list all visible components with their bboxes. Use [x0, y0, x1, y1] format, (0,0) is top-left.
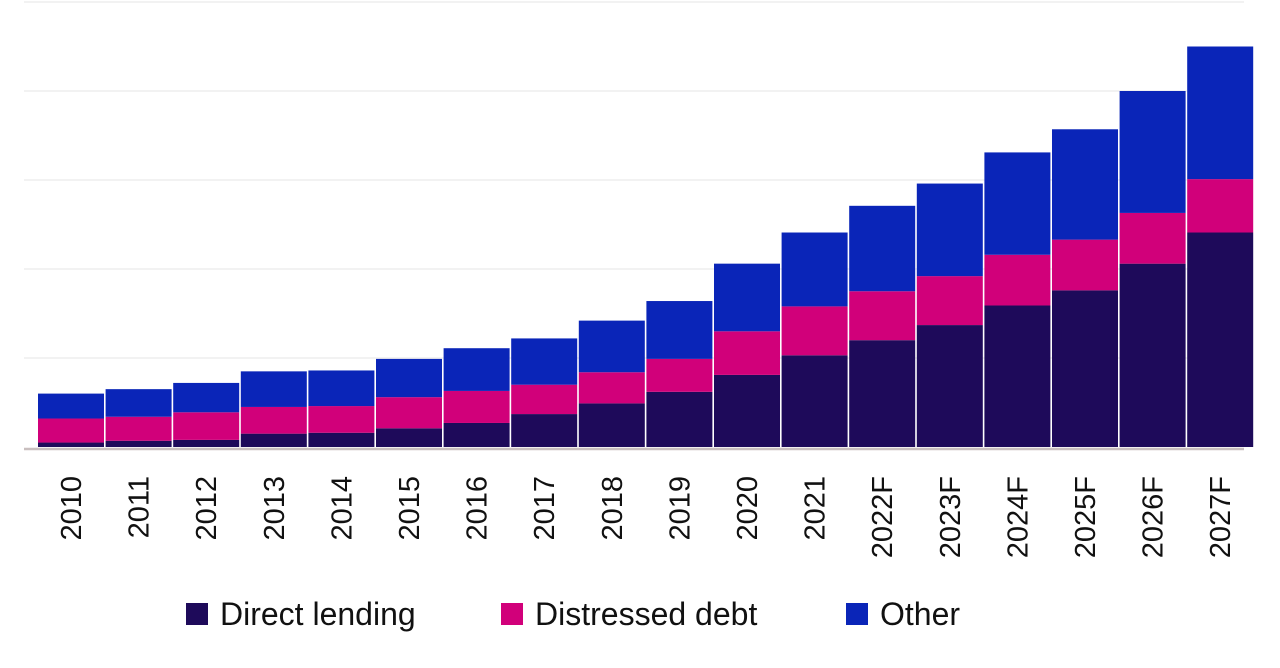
bar-2025F-other — [1052, 129, 1118, 240]
bar-2022F-other — [849, 205, 916, 292]
bar-2012-other — [173, 382, 240, 413]
bar-2018-direct-lending — [578, 403, 645, 447]
bar-2021-direct-lending — [781, 355, 848, 447]
bar-2011-other — [105, 389, 172, 417]
x-tick-label-2026F: 2026F — [1138, 476, 1170, 558]
x-tick-label-2010: 2010 — [56, 476, 88, 541]
x-tick-label-2023F: 2023F — [935, 476, 967, 558]
bar-2026F-other — [1119, 91, 1186, 213]
bar-2018-other — [578, 320, 645, 373]
bar-2027F-direct-lending — [1187, 232, 1254, 447]
bar-2020-other — [714, 263, 780, 332]
x-tick-label-2021: 2021 — [800, 476, 832, 541]
x-tick-label-2016: 2016 — [462, 476, 494, 541]
bar-2011-direct-lending — [105, 440, 172, 447]
bar-2021-other — [781, 232, 848, 307]
x-tick-label-2020: 2020 — [732, 476, 764, 541]
bar-2014-distressed-debt — [308, 406, 375, 433]
legend-label-direct-lending: Direct lending — [220, 595, 416, 632]
bar-2017-direct-lending — [511, 414, 578, 447]
bar-2019-direct-lending — [646, 391, 713, 447]
legend-swatch-direct-lending — [186, 603, 208, 625]
bar-2027F-other — [1187, 46, 1254, 180]
bar-2026F-distressed-debt — [1119, 212, 1186, 264]
bar-2020-direct-lending — [714, 374, 780, 447]
bar-2019-distressed-debt — [646, 358, 713, 392]
chart-legend: Direct lending Distressed debt Other — [0, 592, 1280, 636]
bar-2025F-direct-lending — [1052, 290, 1118, 447]
bar-2012-distressed-debt — [173, 412, 240, 440]
legend-swatch-distressed-debt — [501, 603, 523, 625]
x-tick-label-2019: 2019 — [664, 476, 696, 541]
bar-2010-other — [38, 393, 104, 419]
bar-2022F-direct-lending — [849, 340, 916, 447]
bar-2012-direct-lending — [173, 439, 240, 447]
x-tick-label-2018: 2018 — [597, 476, 629, 541]
bar-2027F-distressed-debt — [1187, 179, 1254, 233]
x-tick-label-2012: 2012 — [191, 476, 223, 541]
bar-2026F-direct-lending — [1119, 263, 1186, 447]
stacked-bar-chart: 2010 2011 2012 2013 2014 2015 2016 2017 2018 2019… — [24, 1, 1254, 558]
x-tick-label-2015: 2015 — [394, 476, 426, 541]
bar-2017-other — [511, 338, 578, 385]
bar-2024F-direct-lending — [984, 305, 1051, 447]
bar-2014-other — [308, 370, 375, 407]
bar-2016-distressed-debt — [443, 390, 510, 423]
bar-2015-distressed-debt — [376, 397, 442, 429]
bar-2010-direct-lending — [38, 442, 104, 447]
bar-2021-distressed-debt — [781, 306, 848, 356]
legend-label-distressed-debt: Distressed debt — [535, 595, 758, 632]
legend-item-distressed-debt: Distressed debt — [501, 592, 757, 636]
bar-2016-other — [443, 348, 510, 391]
bar-2013-distressed-debt — [240, 406, 307, 434]
bar-2017-distressed-debt — [511, 384, 578, 415]
bar-2019-other — [646, 301, 713, 359]
bar-2010-distressed-debt — [38, 418, 104, 443]
bar-2020-distressed-debt — [714, 331, 780, 375]
x-tick-label-2017: 2017 — [529, 476, 561, 541]
legend-swatch-other — [846, 603, 868, 625]
bar-2023F-direct-lending — [916, 325, 983, 447]
x-tick-label-2014: 2014 — [326, 476, 358, 541]
bar-2024F-distressed-debt — [984, 254, 1051, 306]
bar-2013-other — [240, 371, 307, 407]
bar-2023F-other — [916, 183, 983, 277]
x-tick-label-2011: 2011 — [124, 476, 156, 538]
bar-2011-distressed-debt — [105, 416, 172, 441]
x-tick-label-2027F: 2027F — [1205, 476, 1237, 558]
bar-2023F-distressed-debt — [916, 276, 983, 326]
x-tick-label-2024F: 2024F — [1002, 476, 1034, 558]
legend-label-other: Other — [880, 595, 961, 632]
bar-2015-other — [376, 358, 442, 398]
bar-2018-distressed-debt — [578, 372, 645, 404]
legend-item-direct-lending: Direct lending — [186, 592, 416, 636]
bar-2014-direct-lending — [308, 432, 375, 447]
bar-2025F-distressed-debt — [1052, 239, 1118, 291]
x-tick-label-2013: 2013 — [259, 476, 291, 541]
bar-2016-direct-lending — [443, 422, 510, 447]
x-tick-label-2025F: 2025F — [1070, 476, 1102, 558]
bar-2013-direct-lending — [240, 433, 307, 447]
bar-2024F-other — [984, 152, 1051, 255]
legend-item-other: Other — [846, 592, 960, 636]
x-tick-label-2022F: 2022F — [867, 476, 899, 558]
bar-2022F-distressed-debt — [849, 291, 916, 341]
bar-2015-direct-lending — [376, 428, 442, 447]
